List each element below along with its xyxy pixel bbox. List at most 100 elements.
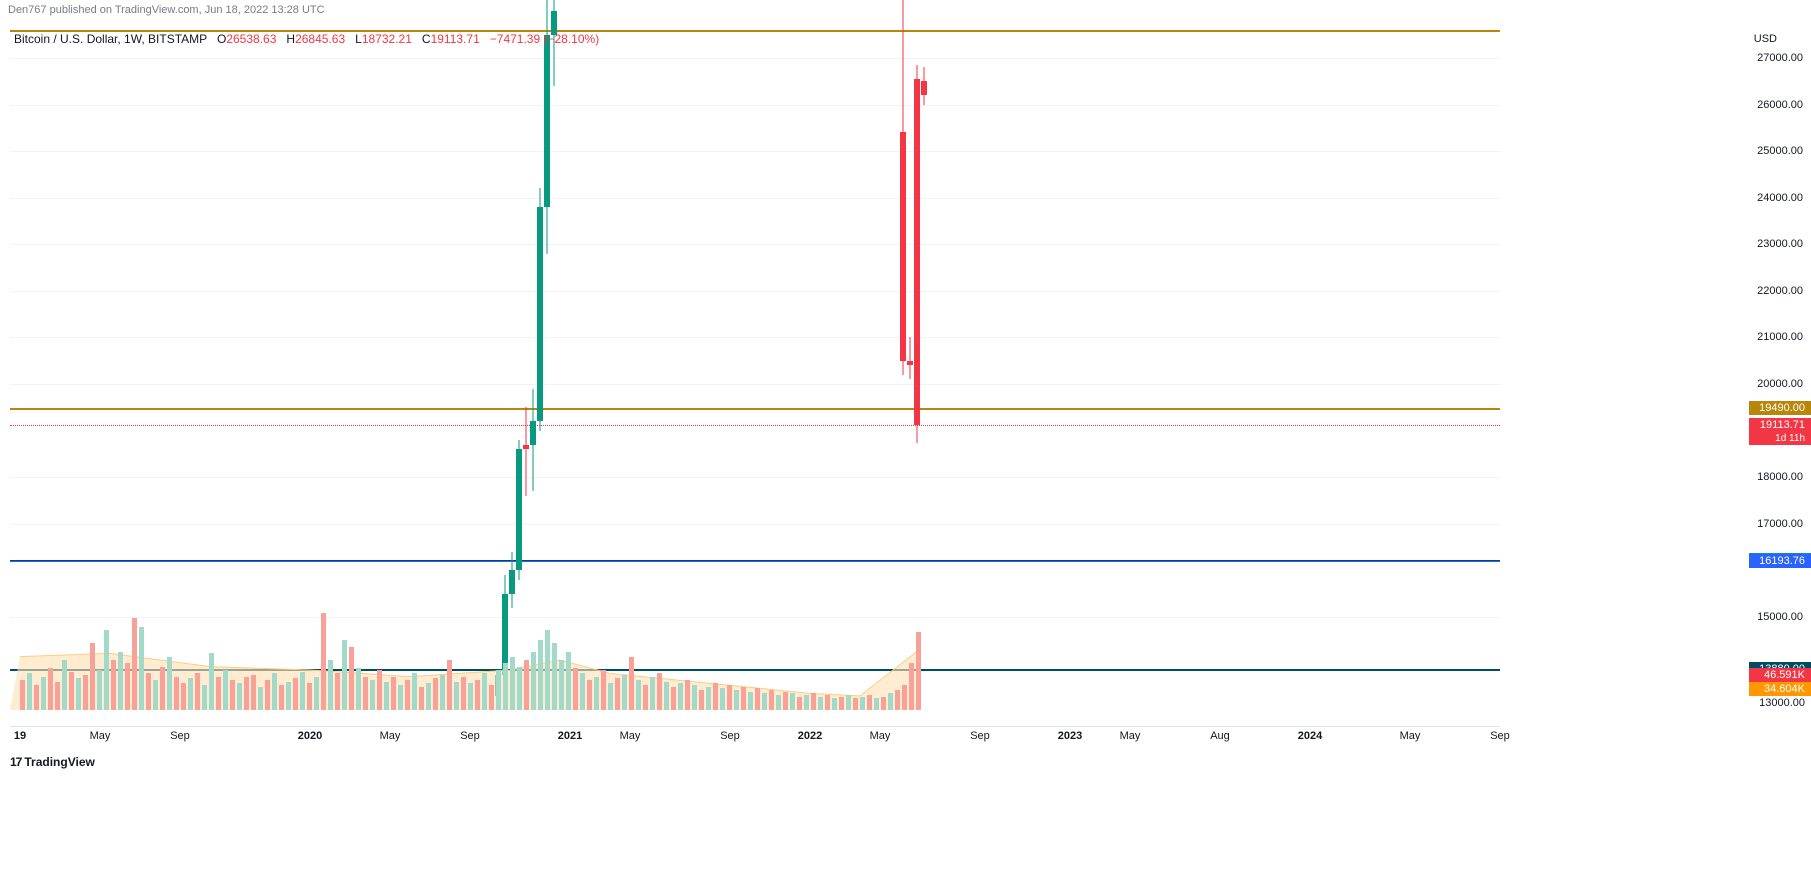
volume-bar — [125, 663, 130, 710]
price-tick: 24000.00 — [1757, 192, 1803, 204]
price-tick: 21000.00 — [1757, 331, 1803, 343]
volume-bar — [636, 680, 641, 710]
horizontal-line[interactable] — [10, 561, 1500, 562]
time-tick: May — [620, 730, 641, 742]
price-tick: 15000.00 — [1757, 611, 1803, 623]
volume-bar — [559, 660, 564, 710]
volume-bar — [426, 683, 431, 710]
volume-bar — [97, 670, 102, 710]
tv-icon: 17 — [10, 755, 21, 769]
volume-bar — [650, 677, 655, 710]
volume-bar — [601, 670, 606, 710]
volume-bar — [447, 660, 452, 710]
volume-bar — [174, 677, 179, 710]
price-tick: 23000.00 — [1757, 238, 1803, 250]
volume-bar — [405, 680, 410, 710]
volume-bar — [489, 685, 494, 710]
grid-line — [10, 151, 1500, 152]
volume-bar — [496, 670, 501, 710]
price-tick: 22000.00 — [1757, 285, 1803, 297]
volume-bar — [454, 682, 459, 710]
volume-bar — [286, 682, 291, 710]
time-tick: May — [870, 730, 891, 742]
volume-bar — [608, 683, 613, 710]
grid-line — [10, 58, 1500, 59]
volume-bar — [804, 695, 809, 710]
ohlc-c-label: C — [422, 32, 431, 46]
volume-bar — [776, 695, 781, 710]
tradingview-logo: 17TradingView — [10, 755, 95, 769]
ohlc-o-label: O — [217, 32, 226, 46]
volume-bar — [867, 695, 872, 710]
volume-bar — [797, 697, 802, 710]
time-tick: May — [90, 730, 111, 742]
volume-bar — [349, 647, 354, 710]
volume-label: 46.591K — [1749, 668, 1811, 682]
logo-text: TradingView — [24, 755, 94, 769]
volume-bar — [384, 682, 389, 710]
volume-bar — [517, 667, 522, 710]
grid-line — [10, 477, 1500, 478]
ohlc-l-label: L — [355, 32, 362, 46]
volume-bar — [433, 678, 438, 710]
ohlc-change: −7471.39 (−28.10%) — [490, 32, 599, 46]
time-tick: Sep — [720, 730, 740, 742]
volume-bar — [783, 692, 788, 710]
volume-bar — [167, 657, 172, 710]
price-tick: 26000.00 — [1757, 99, 1803, 111]
volume-bar — [90, 643, 95, 710]
volume-bar — [377, 670, 382, 710]
volume-bar — [706, 687, 711, 710]
volume-bar — [482, 673, 487, 710]
volume-bar — [398, 685, 403, 710]
volume-bar — [587, 680, 592, 710]
volume-bar — [76, 678, 81, 710]
volume-bar — [258, 687, 263, 710]
time-tick: 2021 — [558, 730, 582, 742]
volume-bar — [573, 668, 578, 710]
volume-bar — [734, 690, 739, 710]
volume-pane — [10, 610, 1500, 710]
grid-line — [10, 337, 1500, 338]
volume-bar — [69, 672, 74, 710]
time-axis[interactable]: 19MaySep2020MaySep2021MaySep2022MaySep20… — [10, 726, 1500, 744]
volume-bar — [853, 698, 858, 710]
volume-bar — [916, 632, 921, 710]
volume-label: 13000.00 — [1749, 696, 1811, 710]
horizontal-line[interactable] — [10, 408, 1500, 410]
volume-bar — [874, 698, 879, 710]
volume-bar — [552, 643, 557, 710]
symbol-info: Bitcoin / U.S. Dollar, 1W, BITSTAMP O265… — [14, 32, 599, 46]
symbol-name: Bitcoin / U.S. Dollar, 1W, BITSTAMP — [14, 32, 207, 46]
price-axis[interactable]: 27000.0026000.0025000.0024000.0023000.00… — [1741, 30, 1811, 710]
volume-label: 34.604K — [1749, 682, 1811, 696]
volume-bar — [888, 693, 893, 710]
time-tick: 2024 — [1298, 730, 1322, 742]
volume-bar — [20, 680, 25, 710]
volume-bar — [657, 673, 662, 710]
ohlc-c: 19113.71 — [431, 32, 480, 46]
volume-bar — [328, 660, 333, 710]
volume-bar — [139, 627, 144, 710]
volume-bar — [720, 688, 725, 710]
ohlc-l: 18732.21 — [362, 32, 412, 46]
time-tick: 2022 — [798, 730, 822, 742]
volume-bar — [685, 680, 690, 710]
volume-bar — [860, 697, 865, 710]
volume-bar — [748, 692, 753, 710]
volume-bar — [132, 618, 137, 710]
volume-bar — [83, 675, 88, 710]
volume-bar — [594, 677, 599, 710]
volume-bar — [370, 680, 375, 710]
ohlc-o: 26538.63 — [226, 32, 276, 46]
volume-bar — [846, 695, 851, 710]
volume-bar — [153, 680, 158, 710]
chart-pane[interactable] — [10, 30, 1500, 710]
volume-bar — [265, 680, 270, 710]
volume-bar — [202, 685, 207, 710]
time-tick: 19 — [14, 730, 26, 742]
volume-bar — [335, 673, 340, 710]
volume-bar — [580, 673, 585, 710]
grid-line — [10, 244, 1500, 245]
grid-line — [10, 291, 1500, 292]
